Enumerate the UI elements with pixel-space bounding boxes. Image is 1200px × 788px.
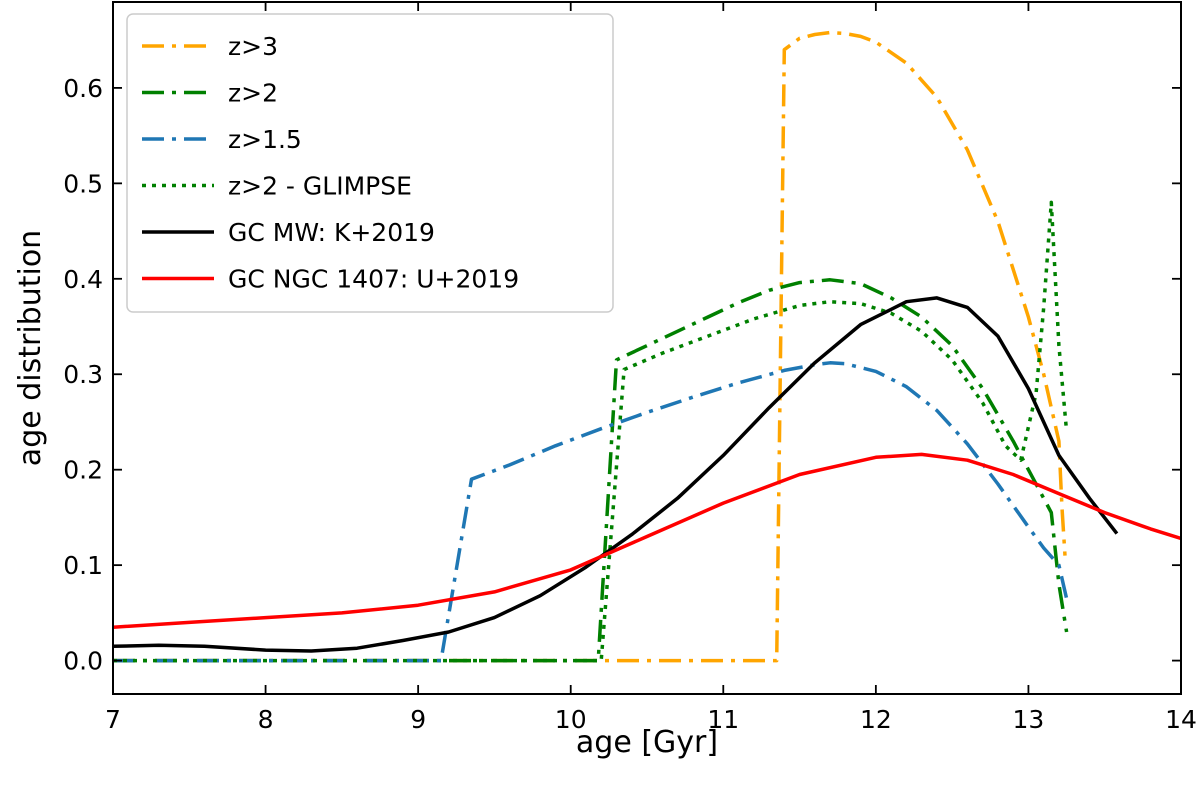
legend-box: [126, 13, 614, 313]
series-line-4: [113, 296, 1119, 653]
y-tick-label: 0.0: [63, 647, 103, 676]
x-tick-label: 11: [707, 705, 739, 734]
x-tick-label: 12: [860, 705, 892, 734]
y-tick-label: 0.6: [63, 74, 103, 103]
x-tick-label: 8: [258, 705, 274, 734]
x-axis-label: age [Gyr]: [576, 725, 718, 760]
x-tick-label: 13: [1013, 705, 1045, 734]
y-tick-label: 0.2: [63, 456, 103, 485]
y-axis-label: age distribution: [13, 230, 48, 466]
x-tick-label: 10: [555, 705, 587, 734]
legend-label-3: z>2 - GLIMPSE: [228, 172, 412, 201]
series-line-0: [113, 30, 1067, 663]
series-line-5: [113, 452, 1181, 629]
series-line-2: [113, 361, 1069, 663]
legend-label-4: GC MW: K+2019: [228, 218, 435, 247]
ticks-layer: 7 8 9 10 11 12 13 14 0.0 0.1 0.2 0.3 0.4 0.5 0.6: [63, 2, 1197, 734]
plot-frame: [112, 1, 1182, 695]
legend-label-5: GC NGC 1407: U+2019: [228, 265, 519, 294]
x-tick-label: 7: [105, 705, 121, 734]
y-tick-label: 0.1: [63, 551, 103, 580]
x-tick-label: 9: [410, 705, 426, 734]
y-tick-label: 0.3: [63, 360, 103, 389]
series-line-1: [113, 278, 1069, 663]
series-layer: [113, 30, 1181, 663]
x-tick-label: 14: [1165, 705, 1197, 734]
y-tick-label: 0.5: [63, 169, 103, 198]
legend: z>3 z>2 z>1.5 z>2 - GLIMPSE GC MW: K+2019 GC …: [126, 13, 614, 313]
legend-label-2: z>1.5: [228, 125, 302, 154]
series-line-3: [113, 200, 1069, 663]
legend-label-1: z>2: [228, 79, 278, 108]
legend-label-0: z>3: [228, 32, 278, 61]
y-tick-label: 0.4: [63, 265, 103, 294]
